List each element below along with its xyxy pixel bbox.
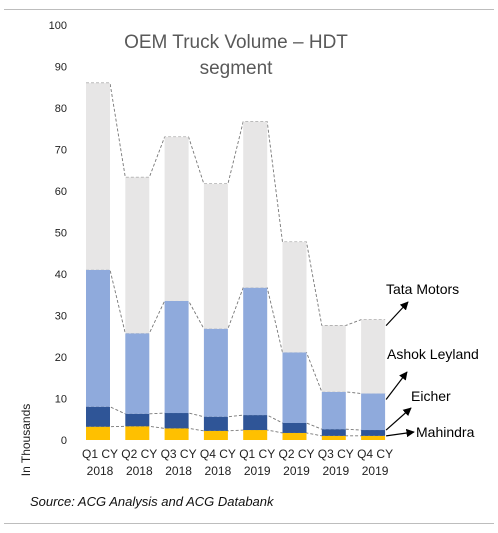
bar-mahindra-7 (321, 435, 346, 440)
legend-label-eicher: Eicher (411, 388, 451, 404)
bar-mahindra-8 (361, 435, 386, 440)
legend-arrow-mahindra (386, 428, 415, 438)
bar-tata-motors-4 (203, 183, 228, 329)
bar-tata-motors-6 (282, 242, 307, 353)
x-tick-label-4-line-2: 2018 (205, 464, 232, 478)
chart-title-line-2: segment (200, 58, 274, 79)
bar-ashok-leyland-1 (86, 269, 110, 407)
bar-ashok-leyland-5 (243, 287, 268, 416)
x-tick-label-3-line-2: 2018 (165, 464, 192, 478)
bar-mahindra-1 (86, 426, 110, 440)
bar-tata-motors-5 (243, 121, 268, 288)
top-border-line (4, 9, 494, 10)
legend-arrow-ashok-leyland (385, 371, 408, 400)
legend-label-ashok-leyland: Ashok Leyland (387, 346, 479, 362)
x-tick-label-1-line-1: Q1 CY (82, 447, 118, 461)
y-tick-label-90: 90 (55, 62, 67, 74)
bar-tata-motors-8 (361, 319, 386, 394)
bar-tata-motors-7 (321, 325, 346, 392)
y-tick-label-20: 20 (55, 352, 67, 364)
x-tick-label-4-line-1: Q4 CY (200, 447, 236, 461)
x-tick-label-5-line-1: Q1 CY (239, 447, 275, 461)
bar-mahindra-3 (164, 428, 189, 440)
bar-ashok-leyland-7 (321, 391, 346, 430)
y-tick-label-80: 80 (55, 103, 67, 115)
legend-arrow-eicher (385, 407, 412, 431)
bar-eicher-4 (203, 416, 228, 431)
y-tick-label-70: 70 (55, 145, 67, 157)
bar-eicher-3 (164, 413, 189, 429)
bar-mahindra-5 (243, 430, 268, 440)
bar-ashok-leyland-3 (164, 300, 189, 414)
x-tick-label-1-line-2: 2018 (87, 464, 114, 478)
bar-mahindra-2 (125, 426, 150, 440)
bar-eicher-6 (282, 422, 307, 433)
x-tick-label-2-line-1: Q2 CY (121, 447, 157, 461)
x-tick-label-5-line-2: 2019 (244, 464, 271, 478)
bar-eicher-8 (361, 430, 386, 436)
bar-ashok-leyland-4 (203, 328, 228, 417)
bar-mahindra-6 (282, 432, 307, 440)
bar-tata-motors-1 (86, 83, 110, 270)
bar-ashok-leyland-2 (125, 333, 150, 414)
bar-eicher-5 (243, 415, 268, 431)
y-tick-label-10: 10 (55, 394, 67, 406)
x-tick-label-7-line-1: Q3 CY (318, 447, 354, 461)
bar-eicher-2 (125, 413, 150, 427)
bar-tata-motors-2 (125, 177, 150, 334)
x-tick-label-2-line-2: 2018 (126, 464, 153, 478)
chart-title-line-1: OEM Truck Volume – HDT (124, 32, 348, 53)
x-tick-label-6-line-1: Q2 CY (278, 447, 314, 461)
x-tick-label-6-line-2: 2019 (283, 464, 310, 478)
bar-eicher-1 (86, 406, 110, 427)
x-tick-label-8-line-1: Q4 CY (357, 447, 393, 461)
y-axis-label: In Thousands (19, 404, 33, 477)
legend-label-mahindra: Mahindra (416, 424, 475, 440)
x-tick-label-3-line-1: Q3 CY (161, 447, 197, 461)
source-note: Source: ACG Analysis and ACG Databank (30, 494, 274, 509)
x-tick-label-8-line-2: 2019 (362, 464, 389, 478)
y-tick-label-40: 40 (55, 269, 67, 281)
y-tick-label-30: 30 (55, 311, 67, 323)
bar-ashok-leyland-6 (282, 352, 307, 423)
bar-mahindra-4 (203, 430, 228, 440)
y-tick-label-60: 60 (55, 186, 67, 198)
bar-tata-motors-3 (164, 137, 189, 301)
bottom-border-line (4, 523, 494, 524)
legend-label-tata-motors: Tata Motors (386, 281, 459, 297)
y-tick-label-0: 0 (61, 435, 67, 447)
x-tick-label-7-line-2: 2019 (322, 464, 349, 478)
y-tick-label-50: 50 (55, 228, 67, 240)
legend-arrow-tata-motors (385, 301, 409, 327)
y-tick-label-100: 100 (49, 20, 67, 32)
bar-ashok-leyland-8 (361, 393, 386, 431)
bar-eicher-7 (321, 429, 346, 436)
